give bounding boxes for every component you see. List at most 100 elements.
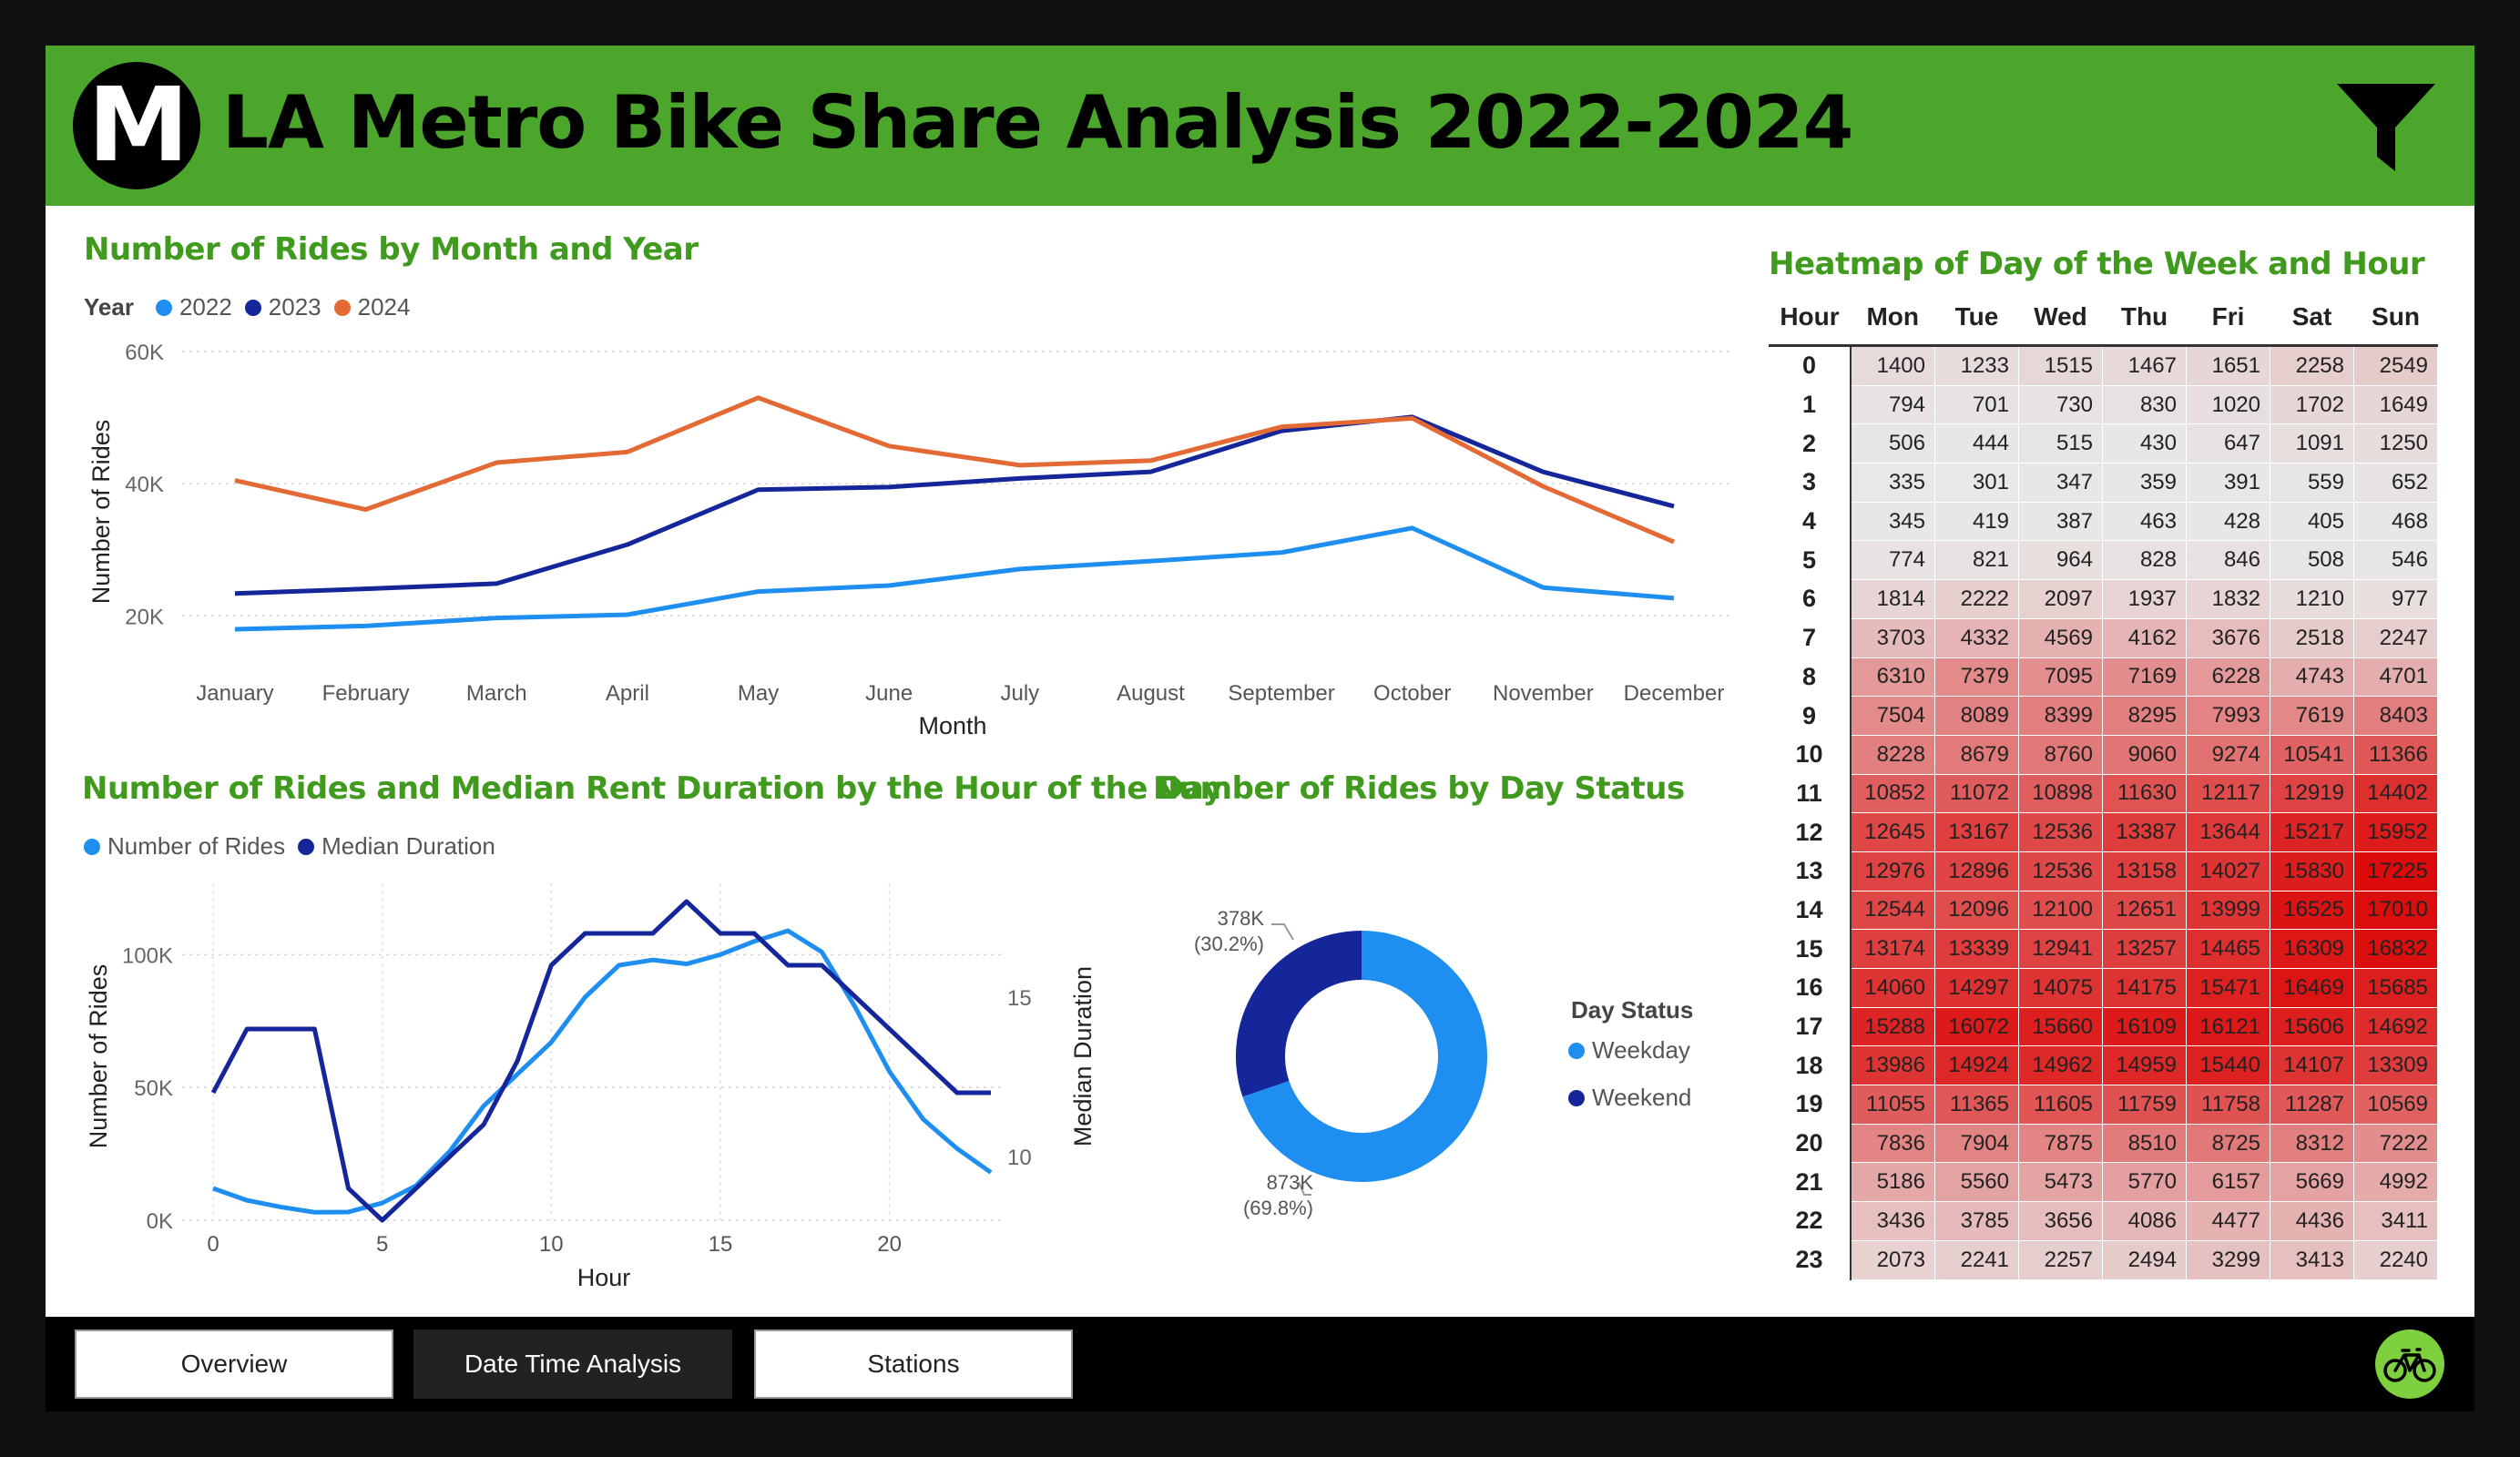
heatmap-cell: 506	[1851, 423, 1935, 464]
series-line-2022	[234, 525, 1675, 632]
heatmap-cell: 3656	[2018, 1201, 2103, 1241]
data-label-weekday-pct: (69.8%)	[1243, 1197, 1313, 1219]
heatmap-hour-label: 13	[1769, 851, 1852, 892]
heatmap-cell: 14402	[2353, 774, 2438, 814]
heatmap-cell: 821	[1934, 540, 2019, 581]
daystatus-donut-chart: 378K(30.2%) 873K (69.8%)	[1194, 907, 1487, 1219]
heatmap-cell: 12896	[1934, 851, 2019, 892]
heatmap-cell: 7095	[2018, 657, 2103, 698]
legend-label-2022: 2022	[179, 293, 232, 321]
heatmap-cell: 515	[2018, 423, 2103, 464]
heatmap-row: 5 774 821 964 828 846 508 546	[1769, 540, 2438, 581]
data-label-weekend-value: 378K	[1218, 907, 1265, 930]
heatmap-hour-label: 3	[1769, 463, 1852, 503]
heatmap-cell: 345	[1851, 502, 1935, 542]
nav-stations-button[interactable]: Stations	[754, 1330, 1073, 1399]
heatmap-cell: 13158	[2102, 851, 2187, 892]
bicycle-icon[interactable]	[2375, 1330, 2444, 1399]
heatmap-row: 2 506 444 515 430 647 1091 1250	[1769, 423, 2438, 464]
donut-slice-weekend	[1236, 931, 1362, 1097]
y2-tick-label: 10	[1007, 1146, 1032, 1170]
heatmap-cell: 8510	[2102, 1124, 2187, 1164]
series-line-2024	[234, 395, 1675, 545]
legend-label-weekday: Weekday	[1592, 1036, 1690, 1064]
heatmap-hour-label: 5	[1769, 540, 1852, 581]
daystatus-chart-title: Number of Rides by Day Status	[1153, 770, 1685, 807]
monthly-legend-title: Year	[84, 293, 134, 321]
heatmap-cell: 16309	[2270, 929, 2354, 969]
legend-dot-weekend	[1568, 1089, 1585, 1106]
heatmap-cell: 11287	[2270, 1085, 2354, 1125]
heatmap-cell: 15471	[2186, 968, 2270, 1008]
heatmap-cell: 12919	[2270, 774, 2354, 814]
heatmap-cell: 2222	[1934, 579, 2019, 619]
heatmap-cell: 1091	[2270, 423, 2354, 464]
heatmap-row: 8 6310 7379 7095 7169 6228 4743 4701	[1769, 657, 2438, 698]
heatmap-cell: 559	[2270, 463, 2354, 503]
heatmap-cell: 2240	[2353, 1240, 2438, 1280]
y2-axis-title: Median Duration	[1069, 966, 1097, 1146]
heatmap-cell: 13986	[1851, 1045, 1935, 1086]
heatmap-cell: 2549	[2353, 345, 2438, 386]
heatmap-cell: 6310	[1851, 657, 1935, 698]
heatmap-cell: 774	[1851, 540, 1935, 581]
heatmap-cell: 9274	[2186, 735, 2270, 775]
heatmap-cell: 13387	[2102, 812, 2187, 852]
heatmap-cell: 1467	[2102, 345, 2187, 386]
heatmap-cell: 1400	[1851, 345, 1935, 386]
heatmap-cell: 15288	[1851, 1007, 1935, 1047]
heatmap-cell: 301	[1934, 463, 2019, 503]
x-tick-label: July	[1000, 681, 1039, 706]
y2-tick-label: 15	[1007, 986, 1032, 1011]
heatmap-cell: 16072	[1934, 1007, 2019, 1047]
heatmap-cell: 11072	[1934, 774, 2019, 814]
heatmap-row: 7 3703 4332 4569 4162 3676 2518 2247	[1769, 618, 2438, 658]
heatmap-cell: 1649	[2353, 385, 2438, 425]
heatmap-cell: 12117	[2186, 774, 2270, 814]
heatmap-body: 0 1400 1233 1515 1467 1651 2258 2549 1 794 701 730 8…	[1769, 345, 2438, 1280]
heatmap-cell: 11630	[2102, 774, 2187, 814]
filter-icon[interactable]	[2337, 84, 2435, 171]
heatmap-cell: 16121	[2186, 1007, 2270, 1047]
logo-letter: M	[87, 66, 189, 185]
legend-dot-duration	[298, 838, 315, 855]
heatmap-cell: 17225	[2353, 851, 2438, 892]
heatmap-cell: 730	[2018, 385, 2103, 425]
heatmap-cell: 1832	[2186, 579, 2270, 619]
heatmap-cell: 15217	[2270, 812, 2354, 852]
heatmap-hour-label: 7	[1769, 618, 1852, 658]
heatmap-cell: 12096	[1934, 891, 2019, 931]
heatmap-cell: 7169	[2102, 657, 2187, 698]
heatmap-row: 23 2073 2241 2257 2494 3299 3413 2240	[1769, 1240, 2438, 1280]
legend-label-weekend: Weekend	[1592, 1084, 1692, 1111]
heatmap-hour-label: 10	[1769, 735, 1852, 775]
heatmap-cell: 10541	[2270, 735, 2354, 775]
heatmap-cell: 13257	[2102, 929, 2187, 969]
heatmap-row: 4 345 419 387 463 428 405 468	[1769, 502, 2438, 542]
heatmap-cell: 2257	[2018, 1240, 2103, 1280]
heatmap-row: 18 13986 14924 14962 14959 15440 14107 13309	[1769, 1045, 2438, 1086]
heatmap-col-header: Sun	[2353, 290, 2438, 347]
hourly-legend: Number of Rides Median Duration	[77, 832, 495, 861]
heatmap-col-header: Wed	[2018, 290, 2103, 347]
heatmap-col-header: Fri	[2186, 290, 2270, 347]
legend-dot-2023	[244, 299, 261, 316]
heatmap-hour-label: 19	[1769, 1085, 1852, 1125]
nav-overview-button[interactable]: Overview	[75, 1330, 393, 1399]
heatmap-hour-label: 16	[1769, 968, 1852, 1008]
heatmap-cell: 9060	[2102, 735, 2187, 775]
heatmap-hour-label: 12	[1769, 812, 1852, 852]
x-tick-label: January	[196, 681, 273, 706]
heatmap-cell: 3785	[1934, 1201, 2019, 1241]
heatmap-row: 21 5186 5560 5473 5770 6157 5669 4992	[1769, 1162, 2438, 1203]
x-tick-label: April	[606, 681, 649, 706]
heatmap-cell: 1937	[2102, 579, 2187, 619]
nav-date-time-analysis-button[interactable]: Date Time Analysis	[413, 1330, 732, 1399]
heatmap-cell: 11055	[1851, 1085, 1935, 1125]
heatmap-cell: 1250	[2353, 423, 2438, 464]
heatmap-cell: 13999	[2186, 891, 2270, 931]
y-tick-label: 0K	[147, 1209, 173, 1234]
heatmap-cell: 7379	[1934, 657, 2019, 698]
monthly-legend: Year 2022 2023 2024	[84, 293, 410, 321]
y-tick-label: 50K	[134, 1076, 173, 1101]
